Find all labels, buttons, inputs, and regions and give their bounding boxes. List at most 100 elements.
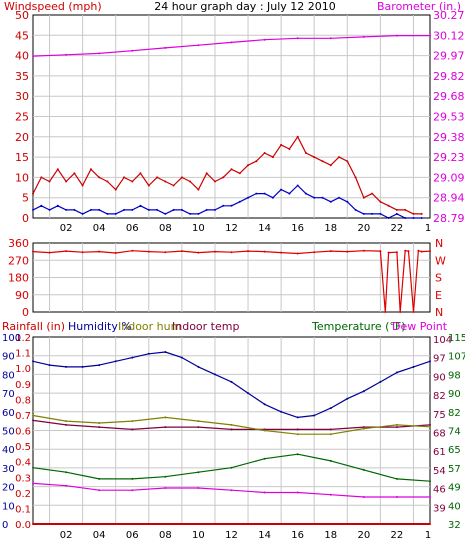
direction-point [384,311,387,313]
indoor_temp-point [429,423,431,426]
indoor_hum-point [429,425,431,428]
humidity-point [164,351,167,353]
temperature-tick-label: 32 [448,520,461,531]
x-tick-label-bottom: 14 [258,530,271,541]
temperature-point [32,466,34,469]
indoor_temp-point [131,428,134,431]
wind_avg-point [81,212,84,215]
legend-label: Rainfall (in) [2,320,65,333]
direction-tick-label: 360 [8,237,29,250]
x-tick-label-top: 22 [391,223,404,234]
wind_avg-point [420,217,423,219]
dew_point-point [230,489,233,492]
direction-point [404,249,407,252]
barometer-point [362,35,365,38]
wind_high-point [288,148,291,150]
wind_avg-point [222,204,225,207]
humidity-point [247,392,249,395]
wind_avg-point [123,208,125,211]
wind_avg-point [338,196,340,199]
humidity-point [114,360,117,363]
wind_high-point [156,176,159,179]
direction-point [280,251,283,254]
indoor_hum-point [197,420,200,423]
humidity-point [346,397,349,400]
indoor_hum-point [329,433,332,436]
x-tick-label-bottom: 02 [60,530,73,541]
wind_high-point [280,143,283,146]
barometer-point [197,44,200,47]
direction-tick-label: 270 [8,254,29,267]
rain-tick-label: 0.8 [15,395,31,406]
direction-point [230,251,233,254]
humidity-point [81,365,84,368]
indoor_hum-point [296,433,299,436]
wind_avg-point [197,212,200,215]
humidity-point [65,365,68,368]
humidity-tick-label: 90 [2,352,15,363]
temperature-point [230,466,233,469]
windspeed-tick-label: 10 [15,171,29,184]
dew_point-point [329,493,332,496]
x-tick-label-top: 20 [357,223,370,234]
wind_high-point [420,212,423,215]
wind_high-point [362,196,365,199]
windspeed-tick-label: 0 [22,212,29,225]
wind_avg-point [73,208,76,211]
direction-point [417,249,420,252]
wind_avg-point [230,204,233,207]
compass-tick-label: S [435,272,442,285]
x-tick-label-top: 14 [258,223,271,234]
indoor_temp-point [197,426,200,429]
direction-point [214,250,216,253]
wind_avg-point [395,212,398,215]
wind_avg-point [238,200,241,203]
humidity-tick-label: 100 [2,333,21,344]
indoor_hum-point [230,423,233,426]
humidity-point [180,356,183,359]
wind_high-point [247,164,249,167]
humidity-point [412,365,415,368]
indoor_temp-point [296,428,299,431]
x-tick-label-bottom: 1 [425,530,431,541]
temperature-point [362,468,365,471]
windspeed-axis-label: Windspeed (mph) [4,0,102,13]
x-tick-label-bottom: 04 [93,530,106,541]
direction-point [197,251,200,254]
wind_avg-point [379,212,382,215]
humidity-point [147,352,150,355]
direction-point [164,251,167,254]
rainfall-point [32,523,34,525]
barometer-point [429,34,431,37]
windspeed-tick-label: 15 [15,151,29,164]
wind_high-point [205,172,208,175]
wind_avg-point [65,208,68,211]
wind_high-point [371,192,374,195]
wind_avg-point [48,208,51,211]
humidity-point [98,364,101,367]
wind_high-point [89,168,92,171]
humidity-point [131,356,134,359]
barometer-tick-label: 29.23 [433,151,465,164]
barometer-tick-label: 29.38 [433,131,465,144]
wind_avg-point [321,196,324,199]
rain-tick-label: 0.1 [15,504,31,515]
wind_avg-point [288,192,291,195]
rain-tick-label: 1.2 [15,333,31,344]
wind_avg-point [180,208,183,211]
humidity-point [32,360,34,363]
compass-tick-label: E [435,289,442,302]
indoor_temp-point [362,426,365,429]
wind_high-point [189,180,192,183]
barometer-point [263,38,266,41]
wind_high-point [114,188,117,191]
barometer-point [98,52,101,55]
wind_avg-point [371,212,374,215]
dew_point-point [131,489,134,492]
dew_point-point [429,496,431,498]
barometer-tick-label: 29.97 [433,50,465,63]
windspeed-tick-label: 40 [15,50,29,63]
wind_high-point [321,160,324,163]
wind_high-point [139,172,142,175]
humidity-point [214,373,216,376]
